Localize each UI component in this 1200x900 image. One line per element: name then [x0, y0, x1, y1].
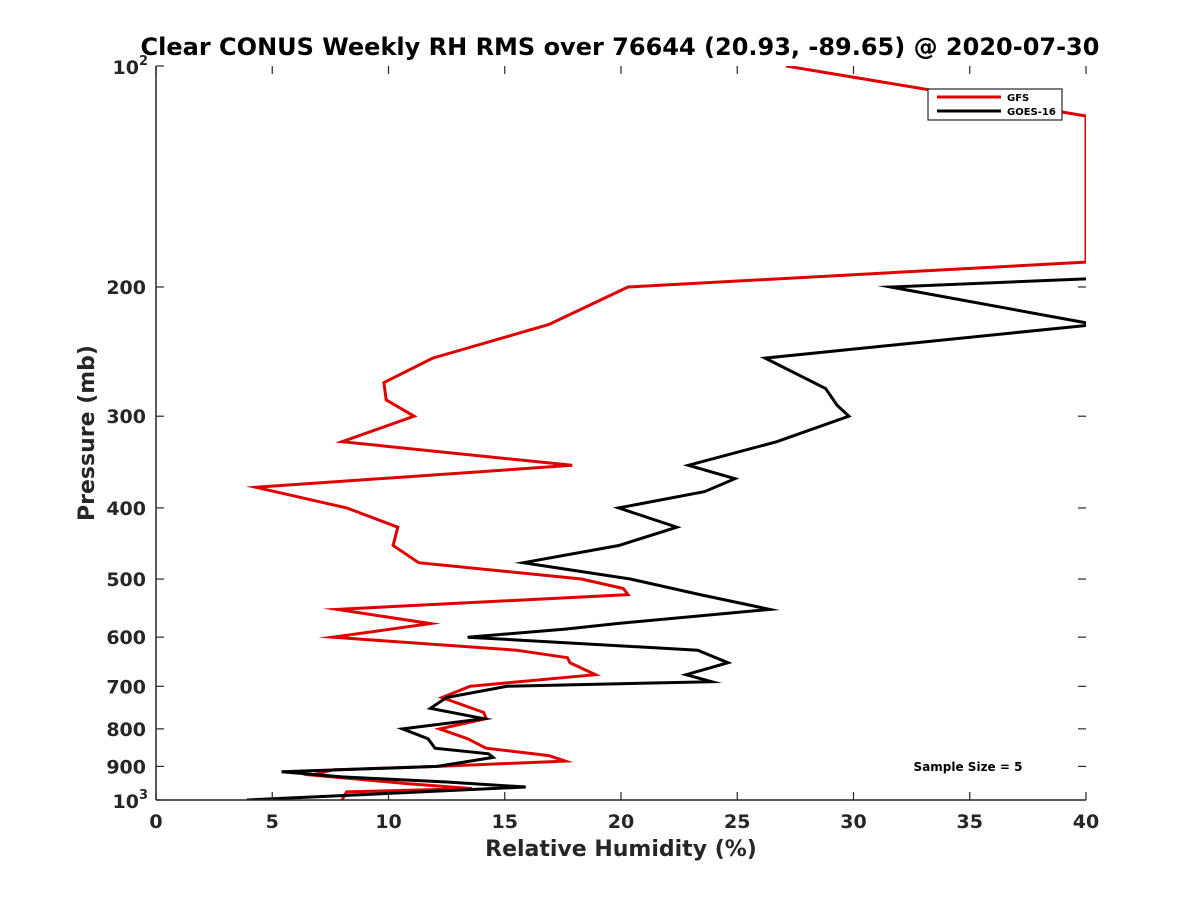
power-exponent: 3: [139, 788, 148, 803]
y-tick-label: 900: [106, 756, 146, 778]
x-tick-label: 5: [266, 811, 279, 833]
y-tick-label: 500: [106, 569, 146, 591]
y-axis-label: Pressure (mb): [75, 345, 100, 521]
x-tick-label: 40: [1073, 811, 1099, 833]
x-tick-label: 35: [957, 811, 983, 833]
x-axis-label: Relative Humidity (%): [485, 837, 757, 862]
y-tick-label-power: 103: [113, 788, 149, 813]
series-line-gfs: [245, 66, 1086, 800]
power-base: 10: [113, 57, 139, 79]
y-tick-label: 600: [106, 627, 146, 649]
legend: GFS GOES-16: [927, 88, 1063, 121]
plot-area: 0 5 10 15 20 25 30 35 40 200 300 400 500 600 700 800 90…: [106, 54, 1099, 833]
x-tick-label: 25: [724, 811, 750, 833]
y-tick-label: 400: [106, 498, 146, 520]
sample-size-annotation: Sample Size = 5: [914, 760, 1023, 774]
x-axis-ticks: 0 5 10 15 20 25 30 35 40: [149, 66, 1099, 833]
power-exponent: 2: [139, 54, 148, 69]
x-tick-label: 15: [492, 811, 518, 833]
y-tick-label-power: 102: [113, 54, 149, 79]
chart-title: Clear CONUS Weekly RH RMS over 76644 (20…: [141, 33, 1100, 61]
legend-label-gfs: GFS: [1007, 93, 1029, 104]
series-line-goes16: [246, 277, 1086, 800]
y-tick-label: 300: [106, 406, 146, 428]
legend-label-goes16: GOES-16: [1007, 107, 1056, 118]
y-tick-label: 200: [106, 277, 146, 299]
x-tick-label: 20: [608, 811, 634, 833]
y-tick-label: 700: [106, 676, 146, 698]
x-tick-label: 0: [149, 811, 162, 833]
x-tick-label: 10: [375, 811, 401, 833]
x-tick-label: 30: [840, 811, 866, 833]
legend-box: [927, 88, 1063, 121]
y-tick-label: 800: [106, 719, 146, 741]
power-base: 10: [113, 791, 139, 813]
